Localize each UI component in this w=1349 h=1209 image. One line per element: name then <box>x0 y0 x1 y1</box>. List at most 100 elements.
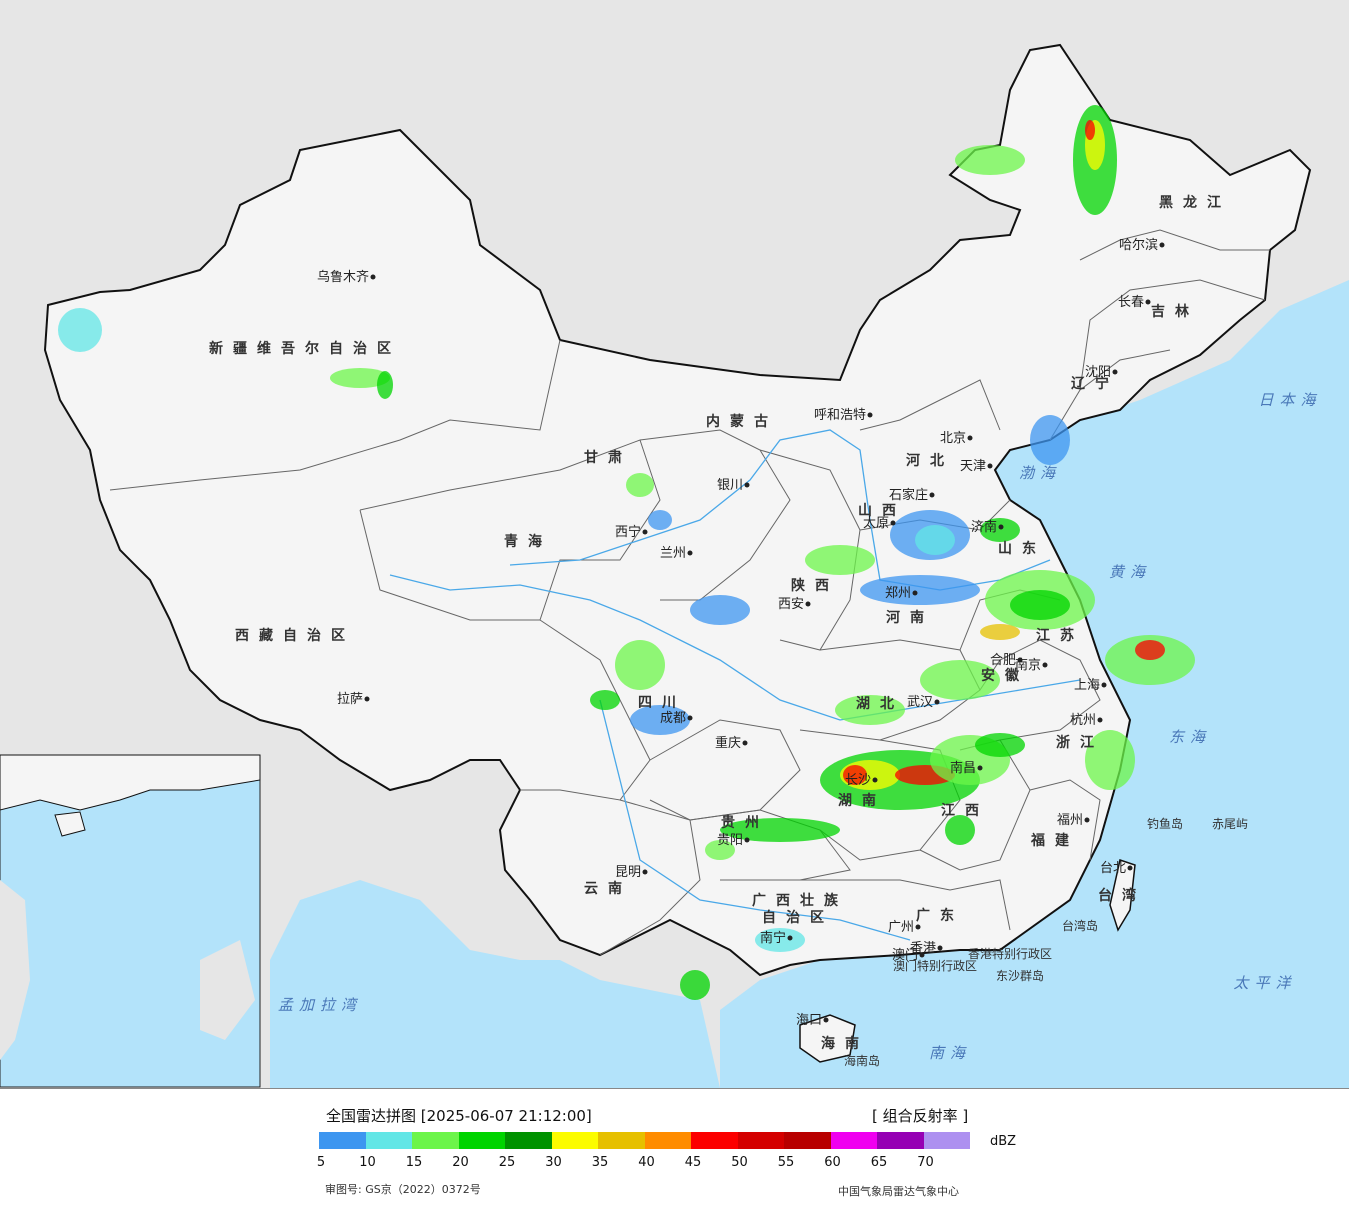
city-marker <box>867 412 873 418</box>
province-label: 陕西 <box>791 577 839 594</box>
city-label: 广州 <box>888 920 914 935</box>
color-swatch <box>644 1132 691 1149</box>
echo-blob <box>915 525 955 555</box>
city-marker <box>1097 717 1103 723</box>
city-marker <box>987 463 993 469</box>
echo-blob <box>1085 120 1095 140</box>
echo-blob <box>377 371 393 399</box>
city-marker <box>890 520 896 526</box>
color-swatch <box>319 1132 366 1149</box>
echo-blob <box>1135 640 1165 660</box>
province-label: 湖南 <box>838 792 886 809</box>
island-label: 东沙群岛 <box>996 968 1044 983</box>
province-label: 河北 <box>906 452 954 469</box>
echo-blob <box>690 595 750 625</box>
province-label: 辽宁 <box>1071 375 1119 392</box>
province-label: 自治区 <box>762 909 834 926</box>
scale-tick-label: 5 <box>316 1155 326 1170</box>
city-marker <box>744 837 750 843</box>
city-marker <box>744 482 750 488</box>
province-label: 云南 <box>584 880 632 897</box>
echo-blob <box>590 690 620 710</box>
province-label: 安徽 <box>981 667 1029 684</box>
city-label: 拉萨 <box>337 692 363 707</box>
province-label: 青海 <box>504 533 552 550</box>
scale-tick-label: 35 <box>591 1155 609 1170</box>
city-marker <box>872 777 878 783</box>
city-marker <box>742 740 748 746</box>
echo-blob <box>955 145 1025 175</box>
city-label: 南昌 <box>950 760 976 776</box>
province-label: 甘肃 <box>584 449 632 466</box>
city-label: 昆明 <box>615 865 641 880</box>
scale-tick-label: 70 <box>917 1155 934 1170</box>
city-label: 台北 <box>1100 861 1126 876</box>
echo-blob <box>755 928 805 952</box>
city-label: 郑州 <box>885 586 911 601</box>
echo-blob <box>720 818 840 842</box>
map-approval-number: 审图号: GS京（2022）0372号 <box>325 1183 481 1196</box>
city-marker <box>1159 242 1165 248</box>
city-label: 太原 <box>863 516 889 531</box>
color-swatch <box>505 1132 552 1149</box>
scale-tick-label: 50 <box>731 1155 748 1170</box>
echo-blob <box>705 840 735 860</box>
legend-panel: 全国雷达拼图 [2025-06-07 21:12:00] [ 组合反射率 ] 5… <box>0 1088 1349 1209</box>
province-label: 河南 <box>886 609 934 626</box>
city-marker <box>1042 662 1048 668</box>
city-label: 北京 <box>940 431 966 446</box>
echo-blob <box>1010 590 1070 620</box>
taiwan-island <box>1109 859 1136 932</box>
echo-blob <box>648 510 672 530</box>
island-label: 香港特别行政区 <box>968 946 1052 961</box>
scale-tick-label: 55 <box>777 1155 795 1170</box>
province-label: 浙江 <box>1056 734 1104 751</box>
color-swatch <box>830 1132 877 1149</box>
city-label: 天津 <box>960 459 986 474</box>
sea-label: 南海 <box>929 1044 971 1062</box>
echo-blob <box>1030 415 1070 465</box>
city-label: 呼和浩特 <box>814 408 866 423</box>
color-scale-bar <box>319 1132 970 1149</box>
island-label: 台湾岛 <box>1062 918 1098 933</box>
color-swatch <box>691 1132 738 1149</box>
province-label: 海南 <box>821 1035 869 1052</box>
scale-tick-label: 45 <box>684 1155 702 1170</box>
echo-blob <box>835 695 905 725</box>
city-label: 合肥 <box>990 653 1016 668</box>
province-label: 贵州 <box>721 814 769 831</box>
color-swatch <box>598 1132 645 1149</box>
city-marker <box>805 601 811 607</box>
city-marker <box>364 696 370 702</box>
province-label: 四川 <box>638 695 686 711</box>
color-swatch <box>877 1132 924 1149</box>
city-marker <box>687 715 693 721</box>
data-source: 中国气象局雷达气象中心 <box>838 1185 959 1198</box>
city-marker <box>977 765 983 771</box>
province-label: 西藏自治区 <box>235 627 355 644</box>
island-label: 澳门特别行政区 <box>893 958 977 973</box>
province-label: 山西 <box>858 503 906 519</box>
echo-blob <box>920 660 1000 700</box>
city-label: 长沙 <box>845 773 871 788</box>
province-label: 广东 <box>916 907 964 924</box>
city-label: 重庆 <box>715 735 741 751</box>
echo-blob <box>980 518 1020 542</box>
sea-label: 日本海 <box>1258 391 1321 409</box>
city-label: 石家庄 <box>889 487 928 503</box>
province-label: 山东 <box>998 540 1046 557</box>
legend-title: 全国雷达拼图 [2025-06-07 21:12:00] <box>326 1107 592 1125</box>
echo-blob <box>1085 730 1135 790</box>
south-china-sea-inset <box>0 754 261 1088</box>
city-label: 上海 <box>1074 678 1100 693</box>
province-label: 黑龙江 <box>1159 194 1231 211</box>
sea-east <box>720 280 1349 1088</box>
city-label: 武汉 <box>907 695 933 710</box>
city-label: 福州 <box>1057 813 1083 828</box>
city-label: 长春 <box>1118 295 1144 310</box>
city-marker <box>687 550 693 556</box>
city-label: 沈阳 <box>1085 365 1111 380</box>
city-marker <box>1127 865 1133 871</box>
province-label: 广西壮族 <box>752 892 848 909</box>
